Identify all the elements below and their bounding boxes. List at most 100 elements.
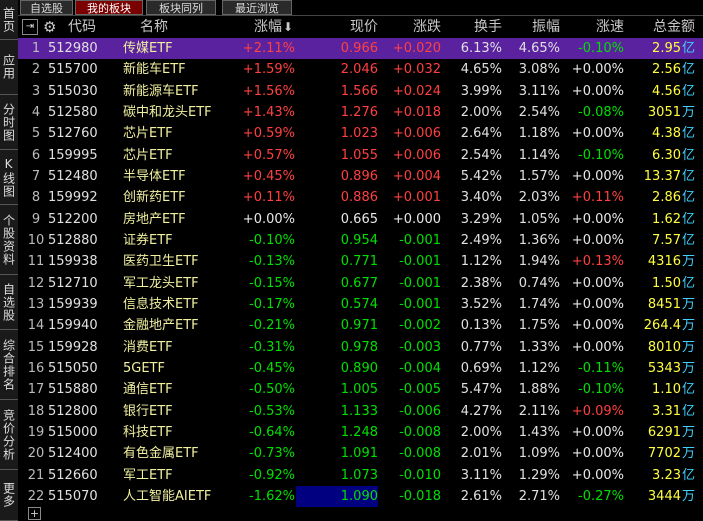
tab[interactable]: 最近浏览 [222, 0, 292, 15]
turnover: 2.38% [460, 275, 502, 291]
name[interactable]: 金融地产ETF [123, 318, 199, 334]
column-header[interactable]: 振幅 [532, 19, 560, 35]
code[interactable]: 512580 [48, 104, 98, 120]
sidebar-item[interactable]: 个股资料 [0, 205, 18, 275]
code[interactable]: 159928 [48, 339, 98, 355]
icon[interactable]: ⇥ [22, 19, 38, 35]
speed: +0.11% [571, 190, 624, 206]
name[interactable]: 证券ETF [123, 232, 173, 248]
column-header[interactable]: 现价 [350, 19, 378, 35]
code[interactable]: 512980 [48, 41, 98, 56]
code[interactable]: 512800 [48, 403, 98, 419]
name[interactable]: 通信ETF [123, 382, 173, 398]
name[interactable]: 新能源车ETF [123, 83, 199, 99]
code[interactable]: 515030 [48, 83, 98, 99]
code[interactable]: 159940 [48, 318, 98, 334]
add-button[interactable]: + [28, 507, 41, 520]
amount: 264.4 [643, 318, 681, 334]
code[interactable]: 515070 [48, 488, 98, 504]
turnover: 5.42% [460, 168, 502, 184]
code[interactable]: 159992 [48, 190, 98, 206]
settings-icon[interactable]: ⚙ [43, 18, 57, 36]
column-header[interactable]: 名称 [140, 19, 168, 35]
name[interactable]: 芯片ETF [123, 147, 173, 163]
price: 1.090 [340, 488, 378, 504]
sidebar-item[interactable]: 应用 [0, 40, 18, 95]
column-header[interactable]: 代码 [68, 19, 96, 35]
sidebar-item[interactable]: 竞价分析 [0, 400, 18, 470]
column-header[interactable]: 涨跌 [413, 19, 441, 35]
amount-unit: 亿 [681, 275, 695, 291]
column-header[interactable]: 涨速 [596, 19, 624, 35]
amplitude: 1.14% [518, 147, 560, 163]
sidebar-item[interactable]: 自选股 [0, 275, 18, 330]
speed: +0.00% [571, 211, 624, 227]
change: +0.006 [392, 126, 441, 142]
code[interactable]: 159995 [48, 147, 98, 163]
code[interactable]: 512200 [48, 211, 98, 227]
row-index: 11 [27, 254, 45, 270]
sidebar-item[interactable]: 首页 [0, 0, 18, 40]
column-header[interactable]: 总金额 [653, 19, 695, 35]
code[interactable]: 512400 [48, 446, 98, 462]
name[interactable]: 芯片ETF [123, 126, 173, 142]
amount: 7.57 [652, 232, 681, 248]
turnover: 5.47% [460, 382, 502, 398]
name[interactable]: 人工智能AIETF [123, 488, 212, 504]
speed: +0.00% [571, 168, 624, 184]
sidebar-item[interactable]: 更多 [0, 470, 18, 521]
name[interactable]: 信息技术ETF [123, 296, 199, 312]
speed: +0.00% [571, 318, 624, 334]
sidebar-item[interactable]: K线图 [0, 150, 18, 205]
row-index: 8 [31, 190, 41, 206]
name[interactable]: 军工ETF [123, 467, 173, 483]
code[interactable]: 159939 [48, 296, 98, 312]
name[interactable]: 科技ETF [123, 424, 173, 440]
amount-unit: 亿 [681, 83, 695, 99]
sidebar-item[interactable]: 分时图 [0, 95, 18, 150]
change-percent: +0.00% [242, 211, 295, 227]
code[interactable]: 159938 [48, 254, 98, 270]
divider [18, 15, 703, 16]
name[interactable]: 有色金属ETF [123, 446, 199, 462]
change-percent: +0.11% [242, 190, 295, 206]
code[interactable]: 512880 [48, 232, 98, 248]
name[interactable]: 军工龙头ETF [123, 275, 199, 291]
code[interactable]: 512480 [48, 168, 98, 184]
name[interactable]: 房地产ETF [123, 211, 186, 227]
speed: -0.27% [578, 488, 624, 504]
amount-unit: 万 [681, 488, 695, 504]
code[interactable]: 515000 [48, 424, 98, 440]
name[interactable]: 医药卫生ETF [123, 254, 199, 270]
column-header[interactable]: 换手 [474, 19, 502, 35]
code[interactable]: 515880 [48, 382, 98, 398]
name[interactable]: 银行ETF [123, 403, 173, 419]
speed: +0.00% [571, 296, 624, 312]
tab[interactable]: 我的板块 [75, 0, 143, 15]
amount: 4.38 [652, 126, 681, 142]
code[interactable]: 512710 [48, 275, 98, 291]
code[interactable]: 512660 [48, 467, 98, 483]
change: -0.002 [399, 318, 441, 334]
code[interactable]: 512760 [48, 126, 98, 142]
name[interactable]: 创新药ETF [123, 190, 186, 206]
name[interactable]: 传媒ETF [123, 41, 173, 56]
name[interactable]: 新能车ETF [123, 62, 186, 78]
sidebar-item[interactable]: 综合排名 [0, 330, 18, 400]
name[interactable]: 消费ETF [123, 339, 173, 355]
code[interactable]: 515700 [48, 62, 98, 78]
column-header[interactable]: 涨幅 [254, 19, 282, 35]
price: 0.971 [340, 318, 378, 334]
name[interactable]: 5GETF [123, 360, 165, 376]
tab[interactable]: 板块同列 [146, 0, 216, 15]
tab[interactable]: 自选股 [20, 0, 73, 15]
change-percent: -0.50% [249, 382, 295, 398]
turnover: 4.27% [460, 403, 502, 419]
name[interactable]: 半导体ETF [123, 168, 186, 184]
name[interactable]: 碳中和龙头ETF [123, 104, 212, 120]
change-percent: +1.56% [242, 83, 295, 99]
code[interactable]: 515050 [48, 360, 98, 376]
amount-unit: 万 [681, 424, 695, 440]
price: 1.248 [340, 424, 378, 440]
